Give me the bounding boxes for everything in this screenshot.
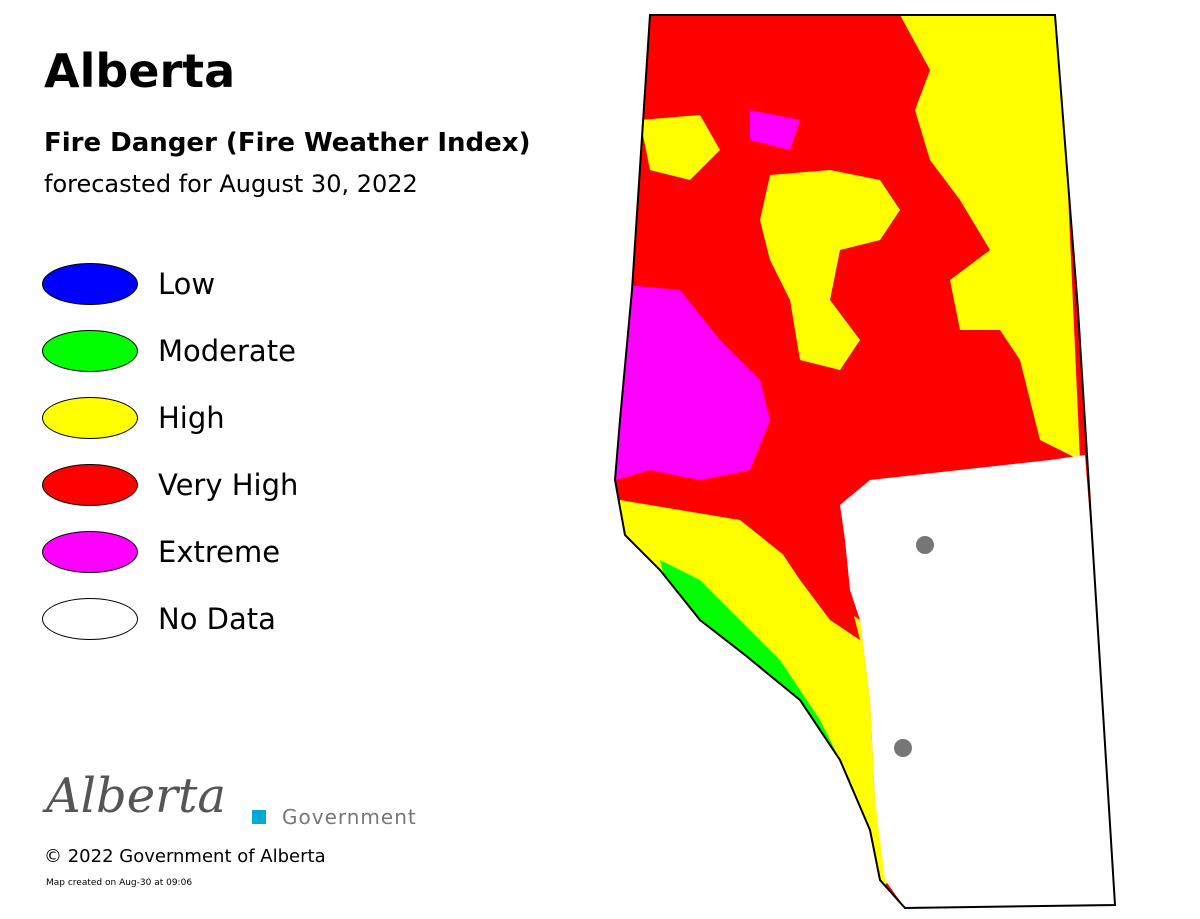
subtitle: Fire Danger (Fire Weather Index) — [44, 128, 531, 158]
legend-label: Extreme — [158, 534, 281, 569]
logo: Alberta — [46, 768, 226, 824]
region — [750, 110, 800, 150]
created-note: Map created on Aug-30 at 09:06 — [46, 878, 193, 888]
legend-swatch — [42, 396, 138, 439]
region — [760, 510, 860, 640]
title: Alberta — [44, 44, 236, 98]
legend-swatch — [42, 262, 138, 305]
copyright: © 2022 Government of Alberta — [44, 846, 326, 867]
legend-swatch — [42, 329, 138, 372]
region — [640, 115, 720, 180]
region — [615, 285, 770, 480]
legend-swatch — [42, 530, 138, 573]
legend-item: Extreme — [42, 518, 298, 585]
legend: Low Moderate High Very High Extreme No Data — [42, 250, 298, 652]
date: forecasted for August 30, 2022 — [44, 170, 418, 198]
region — [900, 15, 1080, 460]
logo-suffix: Government — [282, 805, 417, 829]
city — [916, 536, 934, 554]
legend-item: No Data — [42, 585, 298, 652]
city — [894, 739, 912, 757]
cities — [894, 536, 934, 757]
legend-swatch — [42, 597, 138, 640]
legend-label: Low — [158, 266, 216, 301]
logo-square — [252, 810, 266, 824]
region — [760, 170, 900, 370]
region — [840, 455, 1115, 908]
legend-item: High — [42, 384, 298, 451]
legend-item: Moderate — [42, 317, 298, 384]
map-regions — [615, 15, 1115, 908]
legend-item: Very High — [42, 451, 298, 518]
province-outline — [613, 14, 1117, 910]
legend-label: Very High — [158, 467, 299, 502]
legend-item: Low — [42, 250, 298, 317]
legend-swatch — [42, 463, 138, 506]
legend-label: Moderate — [158, 333, 296, 368]
legend-label: High — [158, 400, 225, 435]
legend-label: No Data — [158, 601, 276, 636]
